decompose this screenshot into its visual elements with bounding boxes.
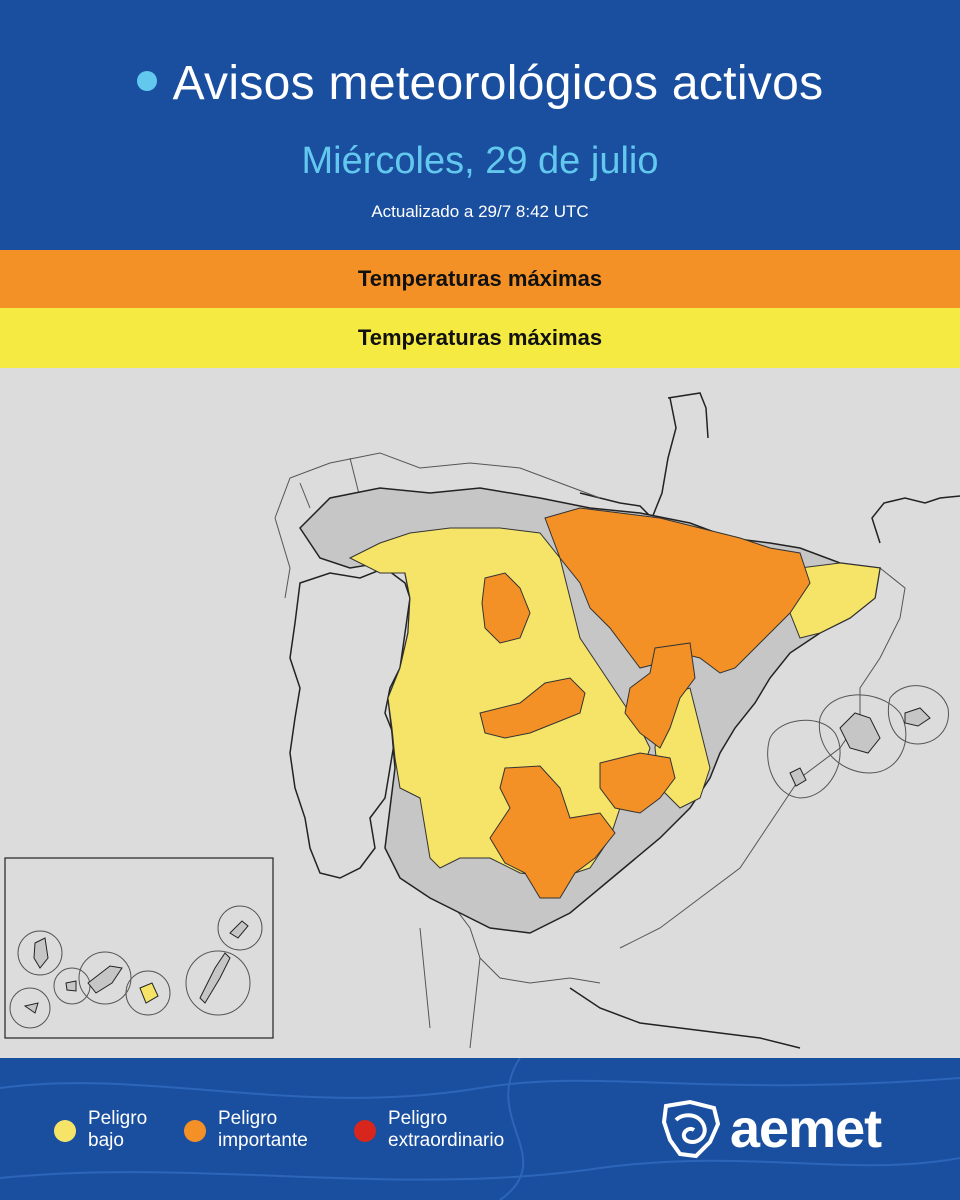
- france-border: [579, 392, 709, 520]
- legend-low-line2: bajo: [88, 1130, 124, 1151]
- legend-extraordinary-line1: Peligro: [388, 1108, 448, 1129]
- ibiza: [789, 767, 807, 787]
- france-mediterranean-coast: [871, 495, 960, 544]
- tenerife: [87, 965, 123, 994]
- lanzarote: [229, 920, 249, 939]
- page-title: Avisos meteorológicos activos: [172, 57, 824, 110]
- updated-label: Actualizado a 29/7 8:42 UTC: [371, 202, 589, 221]
- legend-dot-extraordinary: [354, 1120, 376, 1142]
- legend-item-extraordinary: Peligro extraordinario: [354, 1108, 504, 1152]
- legend-item-low: Peligro bajo: [54, 1108, 147, 1152]
- orange-zone-lamancha: [599, 752, 676, 814]
- yellow-zone-catalonia: [789, 562, 881, 639]
- orange-zone-aragon-south: [624, 642, 696, 749]
- warning-label-yellow: Temperaturas máximas: [357, 325, 603, 350]
- legend-low-line1: Peligro: [88, 1108, 148, 1129]
- legend-extraordinary-line2: extraordinario: [388, 1130, 505, 1151]
- warning-band-orange: Temperaturas máximas: [0, 250, 960, 308]
- footer-decoration: [0, 1058, 960, 1200]
- orange-zone-leon: [481, 572, 531, 644]
- orange-zone-madrid: [479, 677, 586, 739]
- warning-band-yellow: Temperaturas máximas: [0, 308, 960, 368]
- portugal: [289, 567, 411, 879]
- title-row: Avisos meteorológicos activos: [0, 56, 960, 111]
- orange-zone-andalusia: [489, 765, 616, 899]
- aemet-logo: aemet: [660, 1098, 882, 1160]
- mallorca: [839, 712, 881, 754]
- map-svg: [4, 392, 960, 1049]
- balearic-zones: [767, 685, 949, 799]
- maritime-zones-east: [619, 567, 906, 949]
- legend-important-line2: importante: [218, 1130, 308, 1151]
- aemet-logo-text: aemet: [730, 1099, 882, 1159]
- title-bullet-icon: [136, 70, 157, 91]
- la-palma: [33, 937, 49, 969]
- fuerteventura: [199, 952, 231, 1004]
- la-gomera: [65, 980, 77, 992]
- footer: Peligro bajo Peligro importante Peligro …: [0, 1058, 960, 1200]
- africa-coast: [569, 987, 801, 1049]
- orange-zone-northeast: [544, 507, 811, 674]
- warning-label-orange: Temperaturas máximas: [357, 266, 603, 291]
- el-hierro: [23, 1002, 39, 1014]
- legend-important-line1: Peligro: [218, 1108, 278, 1129]
- header: Avisos meteorológicos activos Miércoles,…: [0, 0, 960, 250]
- maritime-zones-south: [419, 887, 601, 1049]
- aemet-logo-icon: [661, 1099, 721, 1159]
- legend-dot-low: [54, 1120, 76, 1142]
- legend-dot-important: [184, 1120, 206, 1142]
- canary-islands: [9, 905, 263, 1029]
- menorca: [904, 707, 931, 727]
- gran-canaria: [139, 982, 159, 1004]
- warning-map: [0, 368, 960, 1058]
- date-label: Miércoles, 29 de julio: [301, 140, 659, 182]
- maritime-zones-north: [274, 452, 601, 599]
- legend-item-important: Peligro importante: [184, 1108, 308, 1152]
